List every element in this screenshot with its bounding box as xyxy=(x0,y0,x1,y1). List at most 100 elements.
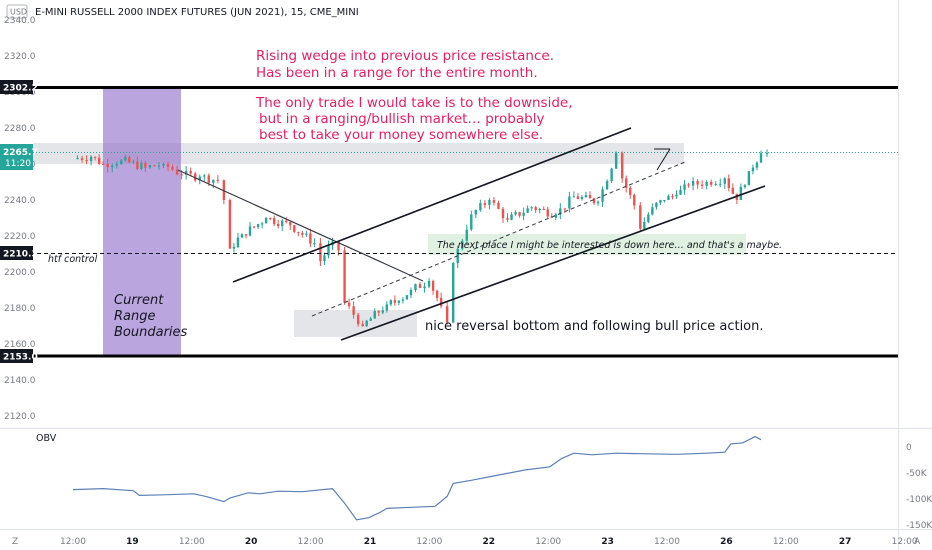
candle-body[interactable] xyxy=(289,222,292,226)
candle-body[interactable] xyxy=(445,306,449,323)
interest-zone-label[interactable]: The next place I might be interested is … xyxy=(437,240,782,251)
candle-body[interactable] xyxy=(439,297,443,307)
candle-body[interactable] xyxy=(723,178,726,184)
candle-body[interactable] xyxy=(319,243,322,262)
candle-body[interactable] xyxy=(272,218,276,224)
candle-body[interactable] xyxy=(510,214,513,220)
candle-body[interactable] xyxy=(465,229,468,241)
candle-body[interactable] xyxy=(148,165,152,168)
candle-body[interactable] xyxy=(409,290,413,296)
candle-body[interactable] xyxy=(671,196,674,198)
candle-body[interactable] xyxy=(546,209,549,217)
candle-body[interactable] xyxy=(530,207,533,209)
candle-body[interactable] xyxy=(580,197,584,200)
candle-body[interactable] xyxy=(483,203,487,206)
candle-body[interactable] xyxy=(76,158,79,160)
candle-body[interactable] xyxy=(714,183,717,185)
candle-body[interactable] xyxy=(157,165,161,167)
candle-body[interactable] xyxy=(522,212,525,216)
candle-body[interactable] xyxy=(361,324,364,326)
range-label-line3[interactable]: Boundaries xyxy=(114,325,188,340)
candle-body[interactable] xyxy=(568,196,571,209)
candle-body[interactable] xyxy=(166,164,170,167)
candle-body[interactable] xyxy=(301,232,304,235)
candle-body[interactable] xyxy=(101,163,105,165)
wedge-midline[interactable] xyxy=(311,161,686,317)
range-boundaries-box[interactable] xyxy=(103,87,181,355)
candle-body[interactable] xyxy=(89,156,93,162)
obv-axis[interactable]: 0 -50K -100K -150K xyxy=(906,443,932,531)
candle-body[interactable] xyxy=(337,241,340,251)
candle-body[interactable] xyxy=(423,286,426,288)
candle-body[interactable] xyxy=(479,203,482,211)
resistance-price-tag[interactable] xyxy=(0,80,33,94)
candle-body[interactable] xyxy=(719,183,722,185)
candle-body[interactable] xyxy=(576,196,580,200)
candle-body[interactable] xyxy=(97,157,101,164)
candle-body[interactable] xyxy=(559,208,562,215)
candle-body[interactable] xyxy=(710,182,713,185)
candle-body[interactable] xyxy=(427,281,431,287)
candle-body[interactable] xyxy=(343,250,346,303)
candle-body[interactable] xyxy=(474,210,478,215)
candle-body[interactable] xyxy=(731,187,735,194)
candle-body[interactable] xyxy=(765,153,769,155)
candle-body[interactable] xyxy=(248,226,252,236)
time-axis[interactable]: 12:00 19 12:00 20 12:00 21 12:00 22 12:00 23 12:00… xyxy=(60,537,918,547)
annotation-wedge-line2[interactable]: Has been in a range for the entire month… xyxy=(256,65,538,81)
candle-body[interactable] xyxy=(285,220,288,223)
htf-price-tag[interactable] xyxy=(0,246,33,260)
candle-body[interactable] xyxy=(683,184,686,190)
candle-body[interactable] xyxy=(431,281,435,291)
annotation-trade-line2[interactable]: but in a ranging/bullish market… probabl… xyxy=(259,111,544,127)
candle-body[interactable] xyxy=(207,175,210,183)
candle-body[interactable] xyxy=(327,245,330,256)
timezone-icon[interactable]: Z xyxy=(12,537,18,547)
candle-body[interactable] xyxy=(381,310,384,313)
candle-body[interactable] xyxy=(470,214,473,230)
htf-control-label[interactable]: htf control xyxy=(48,254,98,265)
candle-body[interactable] xyxy=(180,174,183,176)
candle-body[interactable] xyxy=(236,237,240,247)
candle-body[interactable] xyxy=(140,162,143,169)
obv-line[interactable] xyxy=(72,435,762,521)
candle-body[interactable] xyxy=(705,182,708,186)
candle-body[interactable] xyxy=(111,165,114,168)
candle-body[interactable] xyxy=(518,212,521,216)
current-price-tag[interactable] xyxy=(0,144,33,170)
annotation-trade-line3[interactable]: best to take your money somewhere else. xyxy=(259,127,543,143)
annotation-wedge-line1[interactable]: Rising wedge into previous price resista… xyxy=(256,48,554,64)
candle-body[interactable] xyxy=(452,263,455,323)
candle-body[interactable] xyxy=(620,153,624,179)
candle-body[interactable] xyxy=(687,184,690,186)
interest-zone[interactable] xyxy=(428,234,746,255)
candle-body[interactable] xyxy=(244,234,248,236)
candle-body[interactable] xyxy=(393,300,397,303)
candle-body[interactable] xyxy=(305,233,308,235)
candle-body[interactable] xyxy=(347,302,351,307)
candle-body[interactable] xyxy=(700,184,704,186)
candle-body[interactable] xyxy=(124,157,127,161)
candle-body[interactable] xyxy=(497,202,500,209)
candle-body[interactable] xyxy=(153,165,156,167)
candle-body[interactable] xyxy=(538,208,541,211)
candle-body[interactable] xyxy=(743,185,747,188)
candle-body[interactable] xyxy=(405,295,409,300)
candle-body[interactable] xyxy=(144,162,147,168)
candle-body[interactable] xyxy=(751,167,755,172)
candle-body[interactable] xyxy=(260,223,264,225)
candle-body[interactable] xyxy=(356,314,360,325)
candle-body[interactable] xyxy=(93,156,97,158)
candle-body[interactable] xyxy=(643,221,646,229)
candle-body[interactable] xyxy=(115,164,118,166)
range-label-line1[interactable]: Current xyxy=(114,293,164,308)
candle-body[interactable] xyxy=(323,255,326,262)
annotation-trade-line1[interactable]: The only trade I would take is to the do… xyxy=(255,95,573,111)
wedge-upper-line[interactable] xyxy=(232,127,632,283)
candle-body[interactable] xyxy=(162,164,165,166)
candle-body[interactable] xyxy=(514,212,517,215)
candle-body[interactable] xyxy=(534,207,537,211)
reversal-annotation[interactable]: nice reversal bottom and following bull … xyxy=(425,319,764,334)
candle-body[interactable] xyxy=(651,207,654,215)
